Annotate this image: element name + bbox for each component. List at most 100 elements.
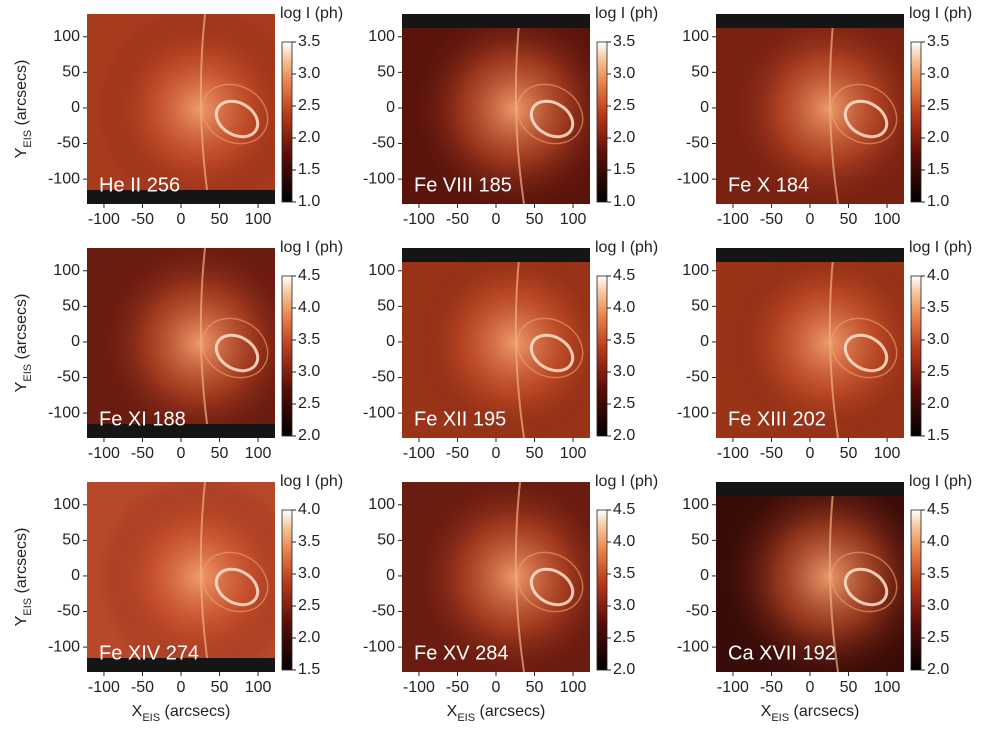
panel: He II 256-100-50050100-100-500501001.01.… [13, 5, 343, 228]
colorbar-tick-label: 3.0 [927, 597, 949, 614]
y-tick-label: -50 [686, 369, 709, 386]
colorbar [282, 276, 292, 436]
y-tick-label: 0 [386, 99, 395, 116]
colorbar-tick-label: 3.5 [613, 331, 635, 348]
colorbar-tick-label: 3.0 [927, 331, 949, 348]
colorbar-label: log I (ph) [595, 473, 658, 490]
x-tick-label: 0 [492, 679, 501, 696]
colorbar-tick-label: 1.0 [298, 193, 320, 210]
x-tick-label: -50 [131, 679, 154, 696]
colorbar-tick-label: 4.5 [613, 501, 635, 518]
y-tick-label: 100 [368, 28, 395, 45]
colorbar-tick-label: 2.0 [927, 395, 949, 412]
y-axis-label-part: (arcsecs) [13, 60, 30, 130]
x-tick-label: -50 [131, 445, 154, 462]
colorbar-tick-label: 1.5 [298, 661, 320, 678]
colorbar-tick-label: 2.0 [613, 129, 635, 146]
y-tick-label: 50 [691, 64, 709, 81]
colorbar-tick-label: 3.0 [298, 65, 320, 82]
colorbar-tick-label: 3.0 [298, 363, 320, 380]
colorbar-label: log I (ph) [909, 239, 972, 256]
colorbar-tick-label: 2.0 [927, 661, 949, 678]
colorbar-tick-label: 2.0 [613, 661, 635, 678]
panel-title: Fe XIII 202 [728, 408, 826, 430]
x-tick-label: 50 [211, 445, 229, 462]
x-axis-label: XEIS (arcsecs) [761, 703, 860, 724]
x-axis-label-part: (arcsecs) [160, 703, 230, 720]
colorbar [597, 510, 607, 670]
y-tick-label: -100 [48, 638, 80, 655]
colorbar-label: log I (ph) [909, 5, 972, 22]
colorbar-tick-label: 3.5 [927, 299, 949, 316]
y-tick-label: -100 [677, 638, 709, 655]
y-tick-label: 50 [691, 532, 709, 549]
x-tick-label: -100 [403, 679, 435, 696]
x-tick-label: -50 [760, 445, 783, 462]
panel-title: Fe XIV 274 [99, 642, 199, 664]
colorbar-tick-label: 4.5 [613, 267, 635, 284]
colorbar-tick-label: 3.0 [298, 565, 320, 582]
colorbar-label: log I (ph) [280, 239, 343, 256]
y-tick-label: 50 [377, 298, 395, 315]
data-gap [716, 14, 904, 28]
x-tick-label: -100 [717, 679, 749, 696]
x-tick-label: 50 [840, 679, 858, 696]
colorbar-tick-label: 2.5 [927, 97, 949, 114]
y-tick-label: 100 [682, 262, 709, 279]
x-tick-label: 0 [806, 211, 815, 228]
colorbar-tick-label: 3.5 [298, 33, 320, 50]
x-tick-label: -100 [403, 445, 435, 462]
x-axis-label-part: EIS [142, 712, 160, 724]
panel-title: Fe XI 188 [99, 408, 186, 430]
y-tick-label: 50 [62, 532, 80, 549]
colorbar-tick-label: 2.0 [613, 427, 635, 444]
x-tick-label: -50 [446, 445, 469, 462]
colorbar [911, 276, 921, 436]
panel-title: Ca XVII 192 [728, 642, 836, 664]
y-axis-label-part: Y [13, 381, 30, 392]
y-tick-label: 50 [691, 298, 709, 315]
colorbar-tick-label: 4.0 [927, 533, 949, 550]
colorbar [282, 42, 292, 202]
y-tick-label: -100 [48, 170, 80, 187]
y-tick-label: -100 [48, 404, 80, 421]
x-axis-label-part: X [447, 703, 458, 720]
colorbar-tick-label: 3.0 [613, 65, 635, 82]
colorbar-tick-label: 4.0 [613, 533, 635, 550]
y-tick-label: -100 [363, 170, 395, 187]
y-tick-label: -50 [686, 603, 709, 620]
colorbar-tick-label: 1.5 [927, 427, 949, 444]
colorbar-label: log I (ph) [595, 239, 658, 256]
colorbar-tick-label: 2.5 [298, 395, 320, 412]
colorbar-tick-label: 2.5 [613, 629, 635, 646]
colorbar [282, 510, 292, 670]
colorbar-tick-label: 2.5 [613, 395, 635, 412]
x-tick-label: 0 [177, 679, 186, 696]
y-axis-label: YEIS (arcsecs) [13, 528, 34, 627]
x-axis-label-part: X [761, 703, 772, 720]
x-axis-label-part: (arcsecs) [475, 703, 545, 720]
colorbar-tick-label: 1.0 [613, 193, 635, 210]
colorbar-tick-label: 1.5 [613, 161, 635, 178]
y-tick-label: 0 [71, 99, 80, 116]
y-tick-label: -50 [372, 369, 395, 386]
x-tick-label: 0 [492, 211, 501, 228]
y-tick-label: 100 [368, 496, 395, 513]
x-tick-label: -100 [717, 211, 749, 228]
y-tick-label: 100 [682, 496, 709, 513]
y-tick-label: -50 [57, 603, 80, 620]
x-tick-label: 100 [560, 679, 587, 696]
x-tick-label: 100 [874, 445, 901, 462]
colorbar-label: log I (ph) [909, 473, 972, 490]
colorbar [911, 42, 921, 202]
colorbar-tick-label: 3.0 [927, 65, 949, 82]
x-tick-label: 50 [526, 679, 544, 696]
x-tick-label: 100 [245, 445, 272, 462]
x-tick-label: 100 [245, 679, 272, 696]
x-tick-label: -50 [760, 211, 783, 228]
y-tick-label: 0 [700, 567, 709, 584]
y-tick-label: 100 [368, 262, 395, 279]
